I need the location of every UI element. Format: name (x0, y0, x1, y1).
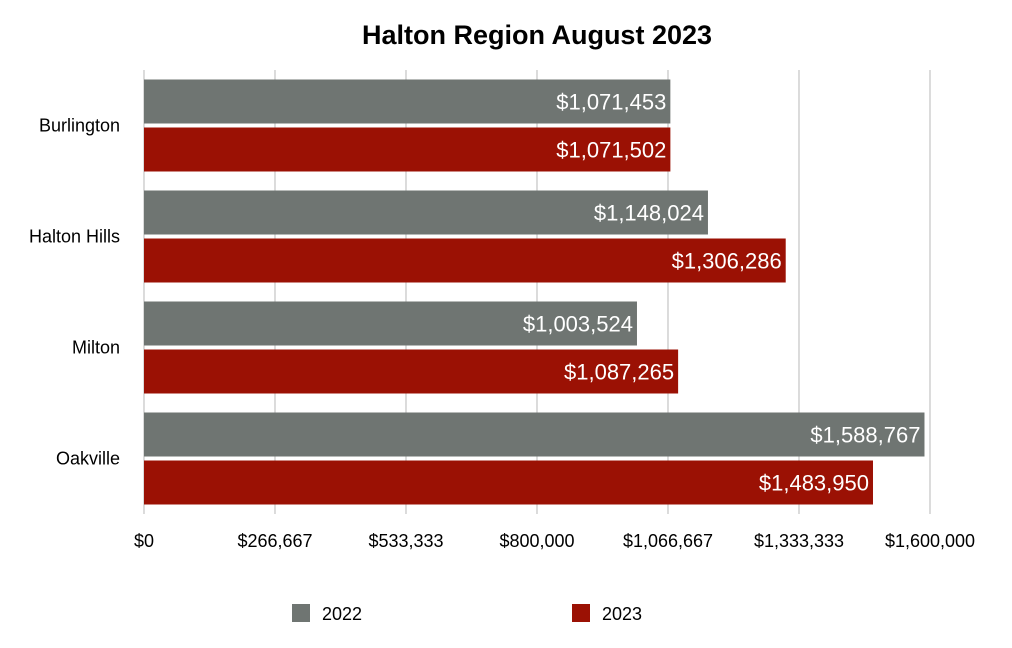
category-label: Oakville (56, 449, 120, 469)
x-tick-label: $533,333 (368, 531, 443, 551)
x-tick-label: $1,333,333 (754, 531, 844, 551)
legend-label: 2023 (602, 604, 642, 624)
legend: 2022 2023 (292, 604, 642, 624)
bar-data-label: $1,483,950 (759, 471, 869, 496)
bar-2022-halton-hills (144, 190, 708, 235)
bar-data-label: $1,087,265 (564, 360, 674, 385)
x-tick-label: $266,667 (237, 531, 312, 551)
x-tick-label: $1,066,667 (623, 531, 713, 551)
bars (144, 79, 925, 505)
bar-data-label: $1,003,524 (523, 312, 633, 337)
bar-2022-oakville (144, 412, 925, 457)
bar-data-label: $1,071,502 (556, 138, 666, 163)
legend-swatch-2023 (572, 604, 590, 622)
category-label: Halton Hills (29, 227, 120, 247)
bar-data-label: $1,071,453 (556, 90, 666, 115)
category-label: Milton (72, 338, 120, 358)
bar-2022-milton (144, 301, 637, 346)
chart-title: Halton Region August 2023 (362, 20, 712, 50)
category-labels: Burlington Halton Hills Milton Oakville (29, 116, 120, 469)
x-tick-label: $800,000 (499, 531, 574, 551)
bar-labels: $1,071,453 $1,071,502 $1,148,024 $1,306,286… (523, 90, 921, 496)
legend-swatch-2022 (292, 604, 310, 622)
x-tick-label: $1,600,000 (885, 531, 975, 551)
category-label: Burlington (39, 116, 120, 136)
bar-data-label: $1,588,767 (810, 423, 920, 448)
bar-data-label: $1,148,024 (594, 201, 704, 226)
bar-2022-burlington (144, 79, 671, 124)
x-tick-label: $0 (134, 531, 154, 551)
legend-label: 2022 (322, 604, 362, 624)
bar-2023-halton-hills (144, 238, 786, 283)
bar-data-label: $1,306,286 (672, 249, 782, 274)
x-axis-ticks: $0 $266,667 $533,333 $800,000 $1,066,667 $1,3… (134, 531, 975, 551)
bar-2023-milton (144, 349, 679, 394)
bar-2023-oakville (144, 460, 873, 505)
bar-2023-burlington (144, 127, 671, 172)
